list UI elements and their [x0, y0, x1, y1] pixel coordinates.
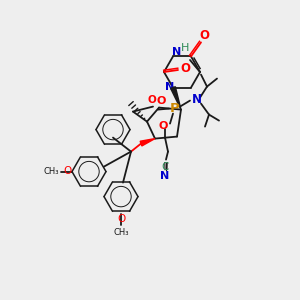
- Text: O: O: [148, 94, 156, 105]
- Text: N: N: [165, 82, 175, 92]
- Text: CH₃: CH₃: [113, 228, 129, 237]
- Text: O: O: [156, 96, 166, 106]
- Text: H: H: [181, 44, 189, 53]
- Text: N: N: [160, 171, 169, 181]
- Text: O: O: [199, 29, 209, 42]
- Text: O: O: [180, 62, 190, 76]
- Polygon shape: [171, 87, 181, 110]
- Text: CH₃: CH₃: [43, 167, 59, 176]
- Text: N: N: [172, 47, 182, 57]
- Text: N: N: [192, 93, 202, 106]
- Polygon shape: [140, 139, 155, 146]
- Text: O: O: [158, 121, 168, 130]
- Text: C: C: [161, 162, 169, 172]
- Text: P: P: [170, 102, 180, 115]
- Text: O: O: [63, 166, 71, 176]
- Text: O: O: [117, 214, 125, 224]
